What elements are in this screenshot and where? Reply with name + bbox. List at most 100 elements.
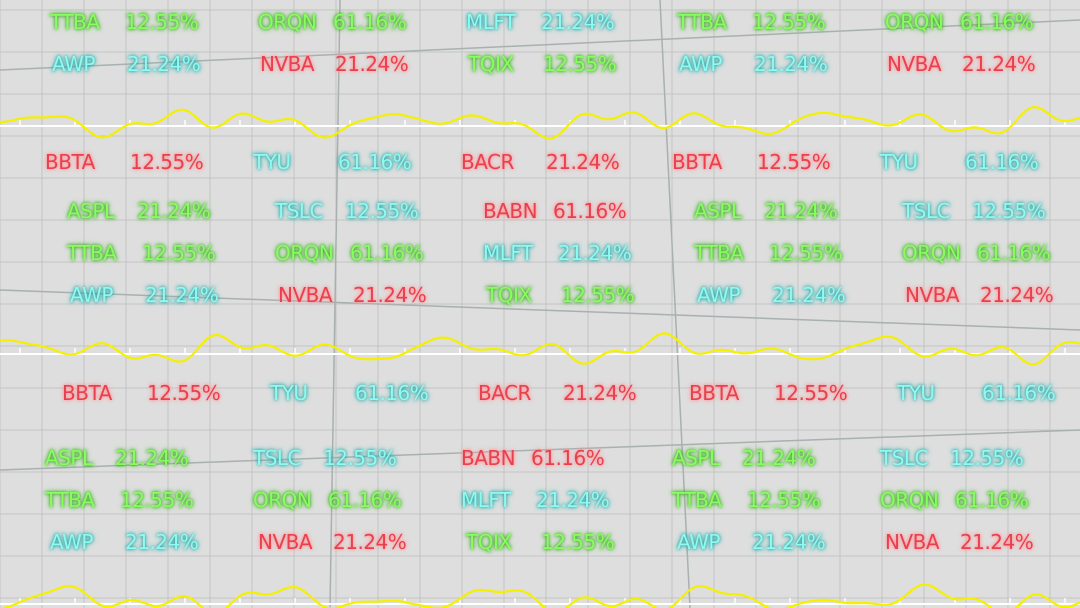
ticker-symbol: BABN bbox=[483, 199, 538, 223]
ticker-change: 12.55% bbox=[561, 283, 635, 307]
ticker-symbol: BBTA bbox=[62, 381, 112, 405]
ticker-symbol: TSLC bbox=[253, 446, 302, 470]
ticker-change: 12.55% bbox=[142, 241, 216, 265]
ticker-symbol: TQIX bbox=[466, 530, 512, 554]
ticker-change: 61.16% bbox=[965, 150, 1039, 174]
ticker-change: 21.24% bbox=[754, 52, 828, 76]
ticker-change: 12.55% bbox=[950, 446, 1024, 470]
ticker-change: 61.16% bbox=[350, 241, 424, 265]
ticker-change: 61.16% bbox=[955, 488, 1029, 512]
ticker-symbol: AWP bbox=[52, 52, 95, 76]
ticker-symbol: TTBA bbox=[67, 241, 117, 265]
ticker-change: 21.24% bbox=[960, 530, 1034, 554]
ticker-symbol: ORQN bbox=[885, 10, 944, 34]
ticker-change: 21.24% bbox=[772, 283, 846, 307]
waveform bbox=[0, 332, 1080, 366]
ticker-symbol: NVBA bbox=[885, 530, 940, 554]
ticker-symbol: NVBA bbox=[905, 283, 960, 307]
ticker-symbol: MLFT bbox=[466, 10, 516, 34]
ticker-symbol: MLFT bbox=[483, 241, 533, 265]
ticker-symbol: AWP bbox=[50, 530, 93, 554]
ticker-change: 61.16% bbox=[328, 488, 402, 512]
ticker-symbol: ORQN bbox=[880, 488, 939, 512]
ticker-symbol: TTBA bbox=[50, 10, 100, 34]
guide-line bbox=[0, 429, 1080, 471]
ticker-change: 12.55% bbox=[147, 381, 221, 405]
ticker-symbol: TTBA bbox=[672, 488, 722, 512]
ticker-change: 12.55% bbox=[757, 150, 831, 174]
ticker-symbol: TSLC bbox=[275, 199, 324, 223]
ticker-symbol: ORQN bbox=[902, 241, 961, 265]
ticker-change: 12.55% bbox=[747, 488, 821, 512]
ticker-symbol: ORQN bbox=[275, 241, 334, 265]
ticker-change: 21.24% bbox=[145, 283, 219, 307]
ticker-symbol: TYU bbox=[253, 150, 291, 174]
ticker-symbol: NVBA bbox=[278, 283, 333, 307]
ticker-symbol: MLFT bbox=[461, 488, 511, 512]
ticker-change: 21.24% bbox=[742, 446, 816, 470]
ticker-symbol: AWP bbox=[70, 283, 113, 307]
ticker-symbol: TQIX bbox=[468, 52, 514, 76]
ticker-symbol: TTBA bbox=[677, 10, 727, 34]
ticker-change: 21.24% bbox=[125, 530, 199, 554]
ticker-symbol: BACR bbox=[478, 381, 531, 405]
ticker-change: 12.55% bbox=[541, 530, 615, 554]
ticker-change: 61.16% bbox=[355, 381, 429, 405]
ticker-symbol: TTBA bbox=[694, 241, 744, 265]
ticker-change: 12.55% bbox=[345, 199, 419, 223]
ticker-symbol: ASPL bbox=[672, 446, 720, 470]
ticker-symbol: TSLC bbox=[902, 199, 951, 223]
ticker-change: 21.24% bbox=[115, 446, 189, 470]
ticker-symbol: ASPL bbox=[694, 199, 742, 223]
ticker-symbol: ORQN bbox=[258, 10, 317, 34]
ticker-change: 12.55% bbox=[125, 10, 199, 34]
ticker-symbol: BABN bbox=[461, 446, 516, 470]
ticker-symbol: BBTA bbox=[689, 381, 739, 405]
ticker-change: 61.16% bbox=[553, 199, 627, 223]
ticker-change: 21.24% bbox=[541, 10, 615, 34]
ticker-change: 61.16% bbox=[338, 150, 412, 174]
ticker-change: 21.24% bbox=[980, 283, 1054, 307]
ticker-change: 21.24% bbox=[764, 199, 838, 223]
ticker-symbol: TTBA bbox=[45, 488, 95, 512]
ticker-symbol: BBTA bbox=[672, 150, 722, 174]
ticker-symbol: TYU bbox=[897, 381, 935, 405]
ticker-symbol: ORQN bbox=[253, 488, 312, 512]
ticker-symbol: TSLC bbox=[880, 446, 929, 470]
ticker-change: 61.16% bbox=[977, 241, 1051, 265]
ticker-change: 61.16% bbox=[531, 446, 605, 470]
ticker-change: 61.16% bbox=[333, 10, 407, 34]
ticker-change: 12.55% bbox=[130, 150, 204, 174]
ticker-change: 21.24% bbox=[335, 52, 409, 76]
ticker-change: 21.24% bbox=[536, 488, 610, 512]
ticker-symbol: TYU bbox=[880, 150, 918, 174]
ticker-change: 21.24% bbox=[127, 52, 201, 76]
ticker-symbol: TYU bbox=[270, 381, 308, 405]
ticker-change: 21.24% bbox=[137, 199, 211, 223]
ticker-change: 21.24% bbox=[546, 150, 620, 174]
ticker-change: 12.55% bbox=[323, 446, 397, 470]
ticker-change: 12.55% bbox=[543, 52, 617, 76]
ticker-change: 12.55% bbox=[769, 241, 843, 265]
ticker-change: 12.55% bbox=[972, 199, 1046, 223]
ticker-change: 21.24% bbox=[353, 283, 427, 307]
ticker-symbol: NVBA bbox=[260, 52, 315, 76]
ticker-change: 61.16% bbox=[960, 10, 1034, 34]
ticker-symbol: NVBA bbox=[258, 530, 313, 554]
ticker-symbol: AWP bbox=[677, 530, 720, 554]
waveform bbox=[0, 105, 1080, 140]
guide-line bbox=[0, 19, 1080, 71]
ticker-symbol: AWP bbox=[679, 52, 722, 76]
ticker-symbol: ASPL bbox=[67, 199, 115, 223]
ticker-change: 21.24% bbox=[333, 530, 407, 554]
ticker-change: 12.55% bbox=[774, 381, 848, 405]
ticker-symbol: NVBA bbox=[887, 52, 942, 76]
ticker-symbol: BACR bbox=[461, 150, 514, 174]
waveform bbox=[0, 583, 1080, 608]
guide-line bbox=[329, 0, 341, 608]
ticker-symbol: BBTA bbox=[45, 150, 95, 174]
ticker-symbol: TQIX bbox=[486, 283, 532, 307]
ticker-change: 21.24% bbox=[558, 241, 632, 265]
